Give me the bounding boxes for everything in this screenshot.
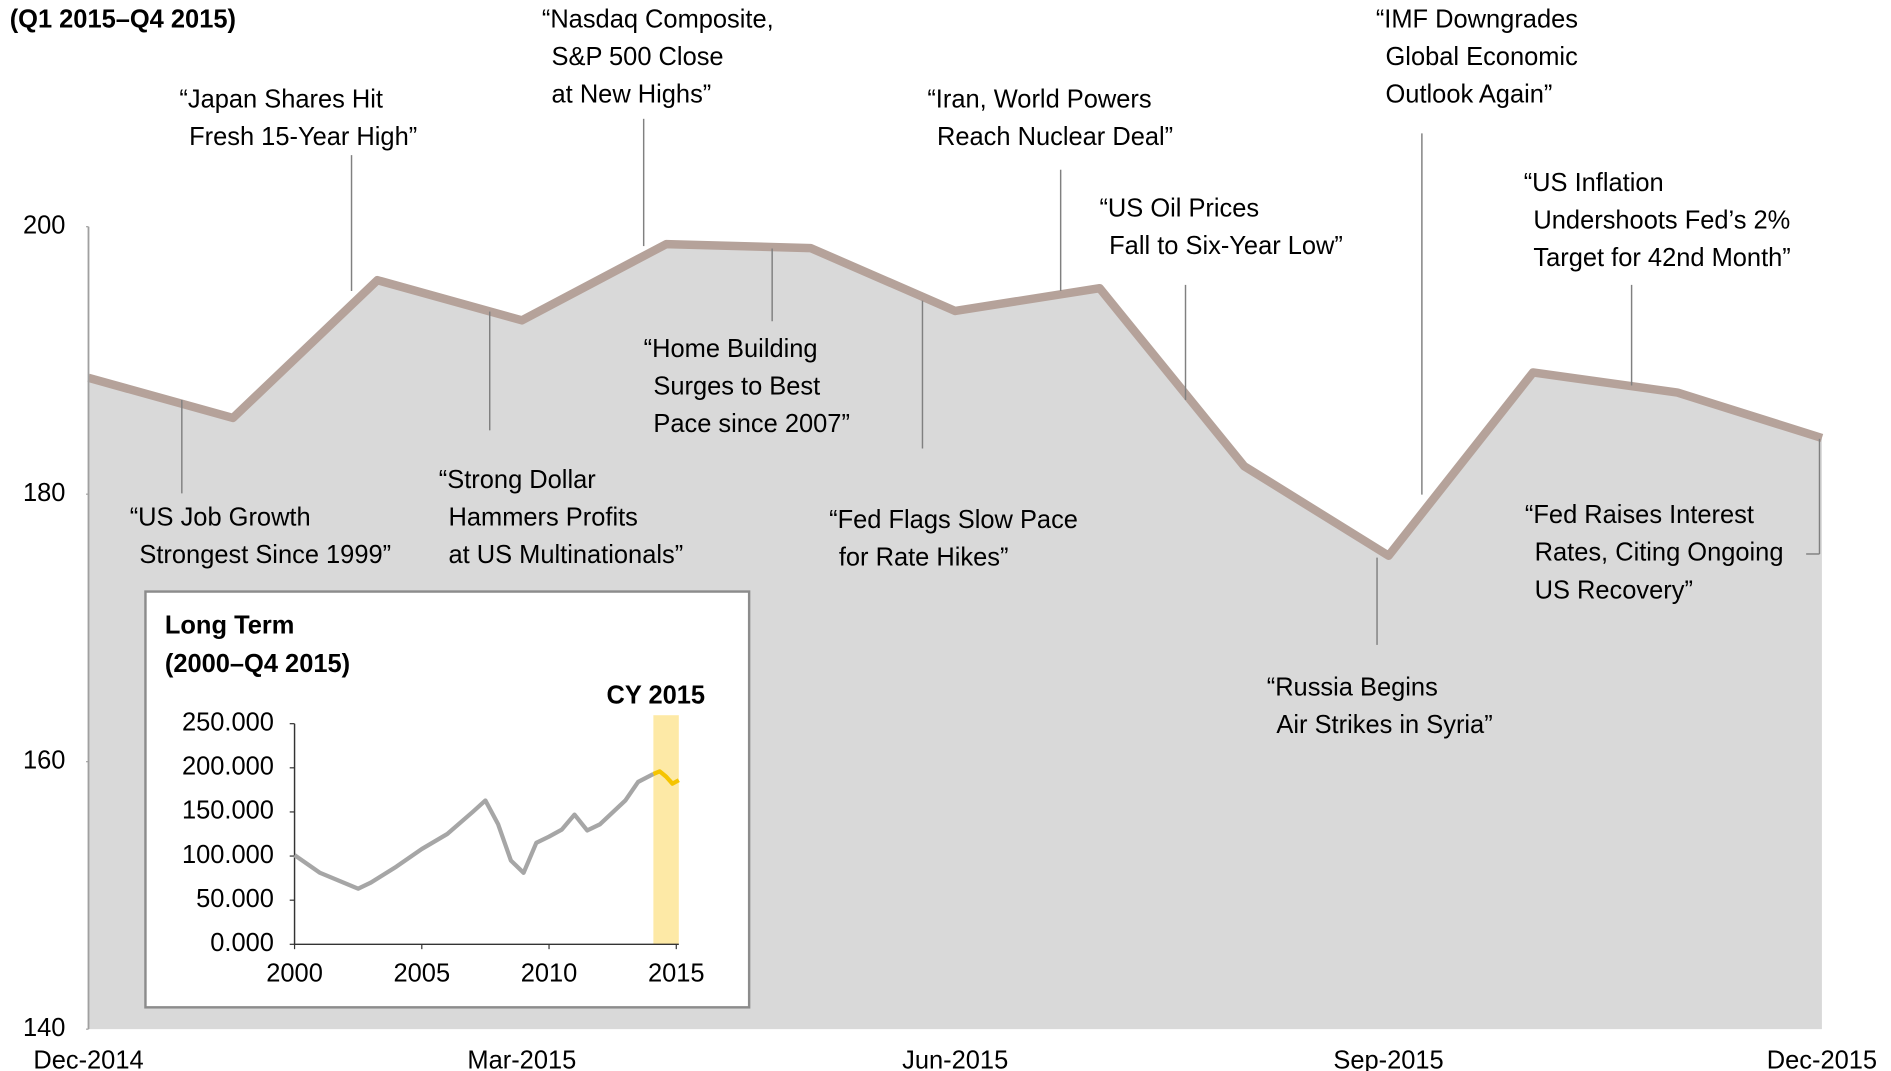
annotation: Outlook Again” [1386, 81, 1553, 109]
annotation: Fall to Six-Year Low” [1109, 232, 1343, 260]
highlight-label: CY 2015 [607, 682, 706, 710]
annotation: Target for 42nd Month” [1533, 244, 1790, 272]
annotation: “Fed Flags Slow Pace [829, 506, 1078, 534]
y-tick-label: 0.000 [210, 929, 274, 957]
annotation: “Iran, World Powers [927, 85, 1151, 113]
annotation: Pace since 2007” [653, 410, 850, 438]
y-tick-label: 100.000 [182, 841, 274, 869]
annotation: US Recovery” [1535, 576, 1693, 604]
x-tick-label: 2010 [521, 959, 578, 987]
annotation: “IMF Downgrades [1376, 5, 1578, 33]
annotation: “US Inflation [1524, 169, 1664, 197]
y-tick-label: 150.000 [182, 797, 274, 825]
annotation: “Japan Shares Hit [179, 85, 383, 113]
y-tick-label: 200 [23, 211, 65, 239]
annotation: “US Oil Prices [1099, 194, 1259, 222]
inset-subtitle: (2000–Q4 2015) [165, 650, 350, 678]
x-tick-label: Dec-2015 [1767, 1047, 1877, 1071]
x-tick-label: Jun-2015 [902, 1047, 1008, 1071]
inset-frame [144, 590, 751, 1009]
annotation: at US Multinationals” [449, 541, 684, 569]
annotation: Surges to Best [653, 373, 820, 401]
annotation: S&P 500 Close [552, 43, 724, 71]
series-line [293, 772, 655, 891]
annotation: “US Job Growth [130, 504, 311, 532]
annotation: for Rate Hikes” [839, 544, 1009, 572]
annotation: Undershoots Fed’s 2% [1533, 207, 1790, 235]
x-tick-label: 2015 [648, 959, 705, 987]
line [87, 239, 1824, 560]
annotation: “Fed Raises Interest [1525, 501, 1754, 529]
annotation: Air Strikes in Syria” [1276, 711, 1492, 739]
y-tick-label: 140 [23, 1014, 65, 1042]
x-tick-label: Dec-2014 [33, 1047, 143, 1071]
y-tick-label: 200.000 [182, 753, 274, 781]
annotation: “Home Building [644, 335, 818, 363]
annotation: Global Economic [1386, 43, 1579, 71]
highlight-band [653, 715, 679, 945]
y-tick-label: 250.000 [182, 708, 274, 736]
y-tick-label: 160 [23, 746, 65, 774]
y-tick-label: 180 [23, 479, 65, 507]
inset-title: Long Term [165, 611, 295, 639]
annotation: Strongest Since 1999” [139, 541, 391, 569]
y-tick-label: 50.000 [196, 885, 274, 913]
chart-subtitle: (Q1 2015–Q4 2015) [10, 5, 236, 33]
annotation: Hammers Profits [449, 504, 638, 532]
series-line [652, 769, 680, 786]
x-tick-label: 2005 [394, 959, 451, 987]
annotation: “Russia Begins [1267, 673, 1438, 701]
annotation: “Strong Dollar [439, 466, 596, 494]
x-tick-label: Mar-2015 [467, 1047, 576, 1071]
annotation: at New Highs” [552, 81, 712, 109]
x-tick-label: Sep-2015 [1333, 1047, 1443, 1071]
annotation: “Nasdaq Composite, [542, 5, 774, 33]
x-tick-label: 2000 [266, 959, 323, 987]
annotation: Rates, Citing Ongoing [1535, 539, 1784, 567]
annotation: Reach Nuclear Deal” [937, 123, 1173, 151]
annotation: Fresh 15-Year High” [189, 123, 417, 151]
